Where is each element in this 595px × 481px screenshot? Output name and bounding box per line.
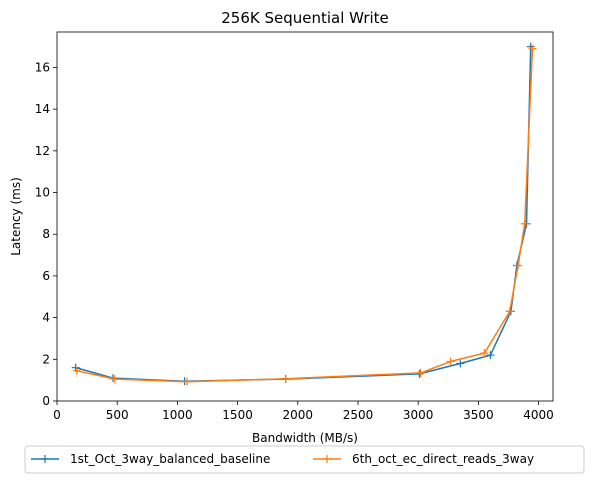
y-tick-label: 14 [35, 102, 50, 116]
y-tick-label: 12 [35, 144, 50, 158]
data-point-series-1 [415, 369, 424, 378]
x-tick-label: 2000 [283, 408, 314, 422]
data-point-series-2 [72, 366, 81, 375]
plot-area: 0 500 1000 1500 2000 2500 3000 3500 4000 0 2 4 6 8 10 1… [35, 31, 554, 422]
y-tick-label: 2 [42, 352, 50, 366]
y-tick-label: 6 [42, 269, 50, 283]
legend-item-1: 1st_Oct_3way_balanced_baseline [31, 452, 270, 466]
legend-item-2: 6th_oct_ec_direct_reads_3way [313, 452, 534, 466]
chart-title: 256K Sequential Write [221, 9, 389, 27]
x-tick-label: 3000 [403, 408, 434, 422]
x-tick-label: 2500 [343, 408, 374, 422]
legend-label: 6th_oct_ec_direct_reads_3way [352, 452, 534, 466]
x-tick-label: 1000 [162, 408, 193, 422]
data-point-series-2 [505, 307, 514, 316]
data-point-series-2 [514, 261, 523, 270]
x-tick-label: 500 [106, 408, 129, 422]
data-point-series-2 [281, 374, 290, 383]
x-tick-label: 3500 [463, 408, 494, 422]
legend-box [24, 445, 585, 474]
y-tick-label: 10 [35, 186, 50, 200]
data-point-series-2 [110, 375, 119, 384]
data-point-series-2 [416, 368, 425, 377]
data-point-series-2 [528, 44, 537, 53]
data-point-series-2 [480, 349, 489, 358]
x-tick-label: 4000 [523, 408, 554, 422]
y-tick-label: 4 [42, 311, 50, 325]
legend: 1st_Oct_3way_balanced_baseline 6th_oct_ec… [24, 445, 585, 474]
x-tick-label: 0 [53, 408, 61, 422]
data-point-series-1 [526, 42, 535, 51]
y-tick-label: 8 [42, 227, 50, 241]
y-tick-label: 16 [35, 60, 50, 74]
x-axis-label: Bandwidth (MB/s) [252, 431, 358, 445]
series-line-2 [76, 48, 534, 383]
legend-label: 1st_Oct_3way_balanced_baseline [70, 452, 270, 466]
plot-frame [56, 31, 554, 402]
y-axis-label: Latency (ms) [9, 177, 23, 256]
data-point-series-2 [446, 357, 455, 366]
data-point-series-1 [486, 351, 495, 360]
x-tick-label: 1500 [222, 408, 253, 422]
data-point-series-2 [520, 219, 529, 228]
data-point-series-1 [456, 359, 465, 368]
y-tick-label: 0 [42, 394, 50, 408]
series-line-1 [75, 46, 532, 382]
data-point-series-2 [183, 377, 192, 386]
